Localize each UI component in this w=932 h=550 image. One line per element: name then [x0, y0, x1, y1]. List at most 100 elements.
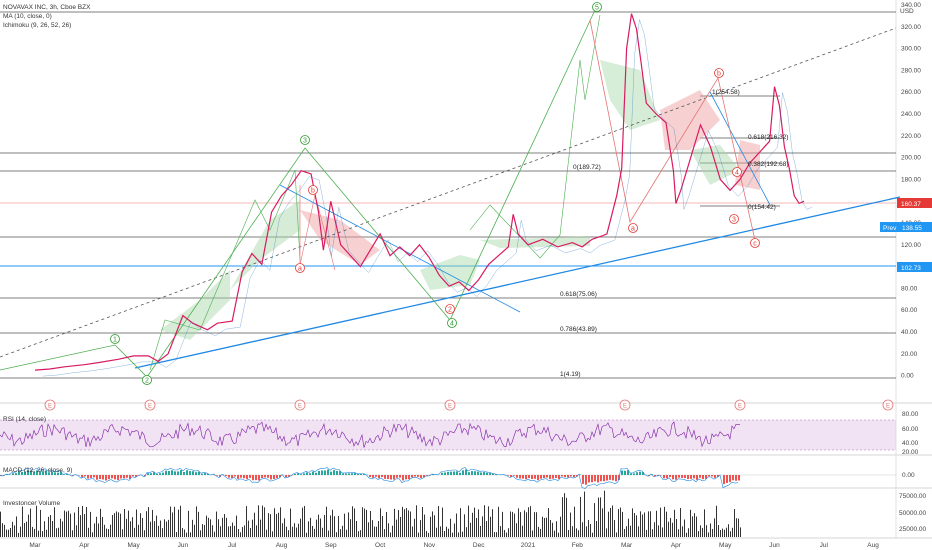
volume-bar: [572, 526, 573, 537]
volume-bar: [290, 508, 291, 537]
volume-bar: [326, 506, 327, 537]
volume-bar: [18, 532, 19, 537]
volume-bar: [230, 526, 231, 537]
volume-bar: [492, 509, 493, 537]
volume-bar: [736, 518, 737, 537]
volume-bar: [652, 529, 653, 537]
time-axis: Mar Apr May Jun Jul Aug Sep Oct Nov Dec 2021 Feb Mar…: [29, 542, 879, 549]
volume-bar: [654, 522, 655, 537]
time-tick: May: [719, 542, 732, 549]
recent-channel-line: [709, 91, 771, 206]
volume-bar: [288, 530, 289, 537]
macd-bar: [18, 471, 20, 475]
rsi-tick: 80.00: [902, 411, 919, 418]
macd-bar: [258, 475, 260, 481]
macd-bar: [312, 471, 314, 475]
volume-bar: [606, 528, 607, 537]
volume-bar: [344, 513, 345, 537]
volume-bar: [444, 531, 445, 537]
volume-bar: [340, 529, 341, 537]
volume-bar: [470, 522, 471, 537]
volume-bar: [68, 510, 69, 537]
macd-bar: [591, 475, 593, 483]
volume-bar: [168, 519, 169, 537]
volume-bar: [378, 521, 379, 537]
volume-bar: [204, 524, 205, 537]
price-series-line: [34, 13, 805, 371]
volume-bar: [134, 527, 135, 537]
volume-bar: [282, 523, 283, 537]
volume-bar: [356, 520, 357, 537]
volume-bar: [550, 519, 551, 537]
volume-bar: [200, 530, 201, 537]
volume-bar: [280, 507, 281, 537]
volume-bar: [172, 512, 173, 537]
badge-prev-prefix: Prev: [883, 225, 897, 232]
volume-bar: [102, 517, 103, 537]
price-tick: 0.00: [901, 373, 914, 380]
volume-bar: [100, 508, 101, 537]
macd-bar: [735, 475, 737, 481]
volume-bar: [686, 532, 687, 537]
macd-bar: [156, 473, 158, 475]
volume-bar: [252, 519, 253, 537]
macd-bar: [225, 475, 227, 477]
macd-bar: [708, 475, 710, 477]
price-tick: 20.00: [901, 351, 918, 358]
volume-bar: [34, 528, 35, 537]
macd-bar: [324, 470, 326, 475]
volume-bar: [540, 528, 541, 537]
volume-bar: [514, 513, 515, 537]
macd-bar: [114, 475, 116, 480]
volume-bar: [490, 516, 491, 537]
volume-bar: [702, 527, 703, 537]
macd-bar: [561, 475, 563, 477]
rsi-tick: 40.00: [902, 440, 919, 447]
macd-bar: [99, 475, 101, 479]
macd-bar: [51, 471, 53, 475]
macd-bar: [204, 473, 206, 475]
price-tick: 340.00: [901, 2, 921, 9]
macd-bar: [48, 472, 50, 475]
volume-bar: [72, 530, 73, 537]
time-tick: Aug: [276, 542, 288, 549]
volume-bar: [248, 520, 249, 537]
macd-bar: [420, 475, 422, 479]
volume-bar: [238, 529, 239, 537]
macd-bar: [585, 475, 587, 485]
macd-bar: [624, 470, 626, 475]
macd-bar: [570, 475, 572, 477]
macd-bar: [642, 472, 644, 475]
wave-label: b: [311, 188, 315, 195]
volume-bar: [430, 516, 431, 537]
macd-bar: [711, 475, 713, 477]
volume-bar: [676, 518, 677, 537]
volume-bar: [220, 526, 221, 537]
macd-bar: [690, 475, 692, 479]
volume-bar: [158, 525, 159, 537]
volume-bar: [108, 529, 109, 537]
macd-bar: [564, 475, 566, 478]
earnings-marker: E: [148, 404, 152, 410]
volume-bar: [616, 532, 617, 537]
volume-bar: [680, 507, 681, 537]
macd-bar: [594, 475, 596, 482]
macd-bar: [417, 475, 419, 477]
macd-bar: [486, 472, 488, 475]
volume-bar: [530, 506, 531, 537]
volume-bar: [278, 512, 279, 537]
macd-bar: [459, 472, 461, 475]
elliott-wave-major: [0, 9, 596, 378]
macd-bar: [669, 475, 671, 478]
fib-label: 0(154.42): [748, 204, 776, 211]
macd-bar: [516, 475, 518, 478]
macd-bar: [321, 470, 323, 475]
macd-bar: [414, 475, 416, 477]
volume-bar: [434, 515, 435, 537]
volume-bar: [538, 526, 539, 537]
earnings-marker: E: [623, 404, 627, 410]
macd-bar: [588, 475, 590, 483]
macd-bar: [186, 470, 188, 475]
